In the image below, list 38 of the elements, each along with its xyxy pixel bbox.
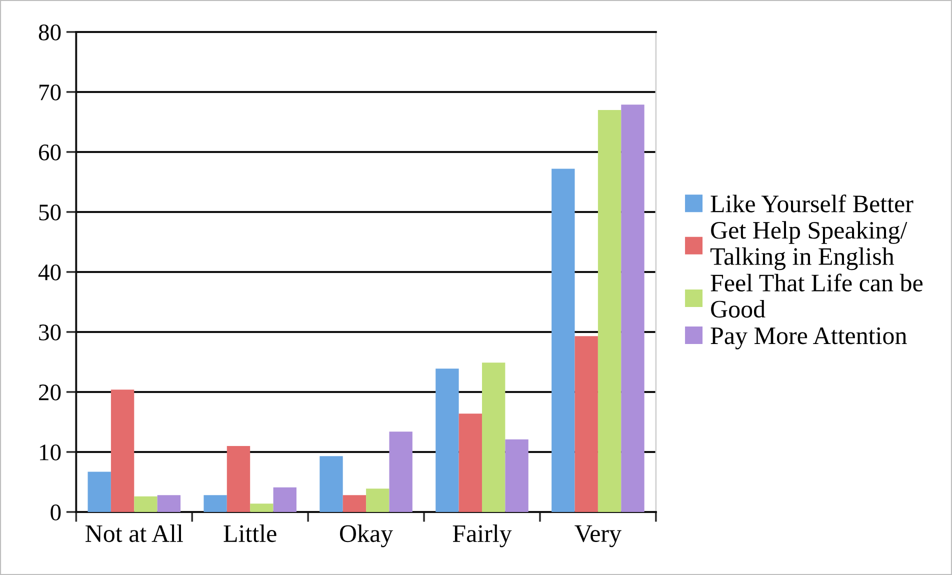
bar bbox=[552, 168, 575, 512]
y-tick-label: 50 bbox=[39, 204, 61, 220]
bar bbox=[110, 390, 134, 512]
y-tick-label: 0 bbox=[50, 504, 61, 520]
bar bbox=[574, 336, 598, 512]
y-tick-label: 60 bbox=[38, 144, 61, 160]
bar bbox=[88, 472, 111, 512]
legend-label: Pay More Attention bbox=[710, 327, 907, 350]
bar bbox=[134, 496, 158, 512]
bar bbox=[204, 495, 227, 512]
y-tick-label: 20 bbox=[39, 384, 61, 400]
bar bbox=[436, 368, 459, 512]
x-tick-label: Fairly bbox=[452, 524, 512, 548]
bar bbox=[366, 488, 390, 512]
y-tick-label: 10 bbox=[40, 444, 61, 460]
bar bbox=[320, 456, 343, 512]
y-tick-label: 40 bbox=[38, 264, 61, 280]
bar bbox=[505, 439, 528, 512]
bar bbox=[226, 446, 250, 512]
bar bbox=[273, 487, 296, 512]
legend-label: Feel That Life can be Good bbox=[710, 274, 922, 318]
bar bbox=[482, 362, 506, 512]
y-tick-label: 30 bbox=[39, 324, 61, 340]
bar bbox=[250, 504, 274, 512]
x-tick-label: Not at All bbox=[86, 524, 183, 542]
legend-label: Get Help Speaking/ Talking in English bbox=[710, 221, 908, 270]
bar bbox=[389, 432, 412, 512]
y-tick-label: 80 bbox=[38, 24, 61, 40]
y-tick-label: 70 bbox=[40, 84, 61, 100]
bar bbox=[621, 104, 644, 512]
x-tick-label: Very bbox=[574, 525, 622, 548]
bar bbox=[458, 414, 482, 512]
bar bbox=[157, 495, 181, 512]
bar bbox=[598, 110, 622, 512]
x-tick-label: Okay bbox=[340, 524, 394, 548]
x-tick-label: Little bbox=[224, 524, 276, 542]
legend-label: Like Yourself Better bbox=[710, 194, 914, 212]
bar bbox=[342, 495, 366, 512]
